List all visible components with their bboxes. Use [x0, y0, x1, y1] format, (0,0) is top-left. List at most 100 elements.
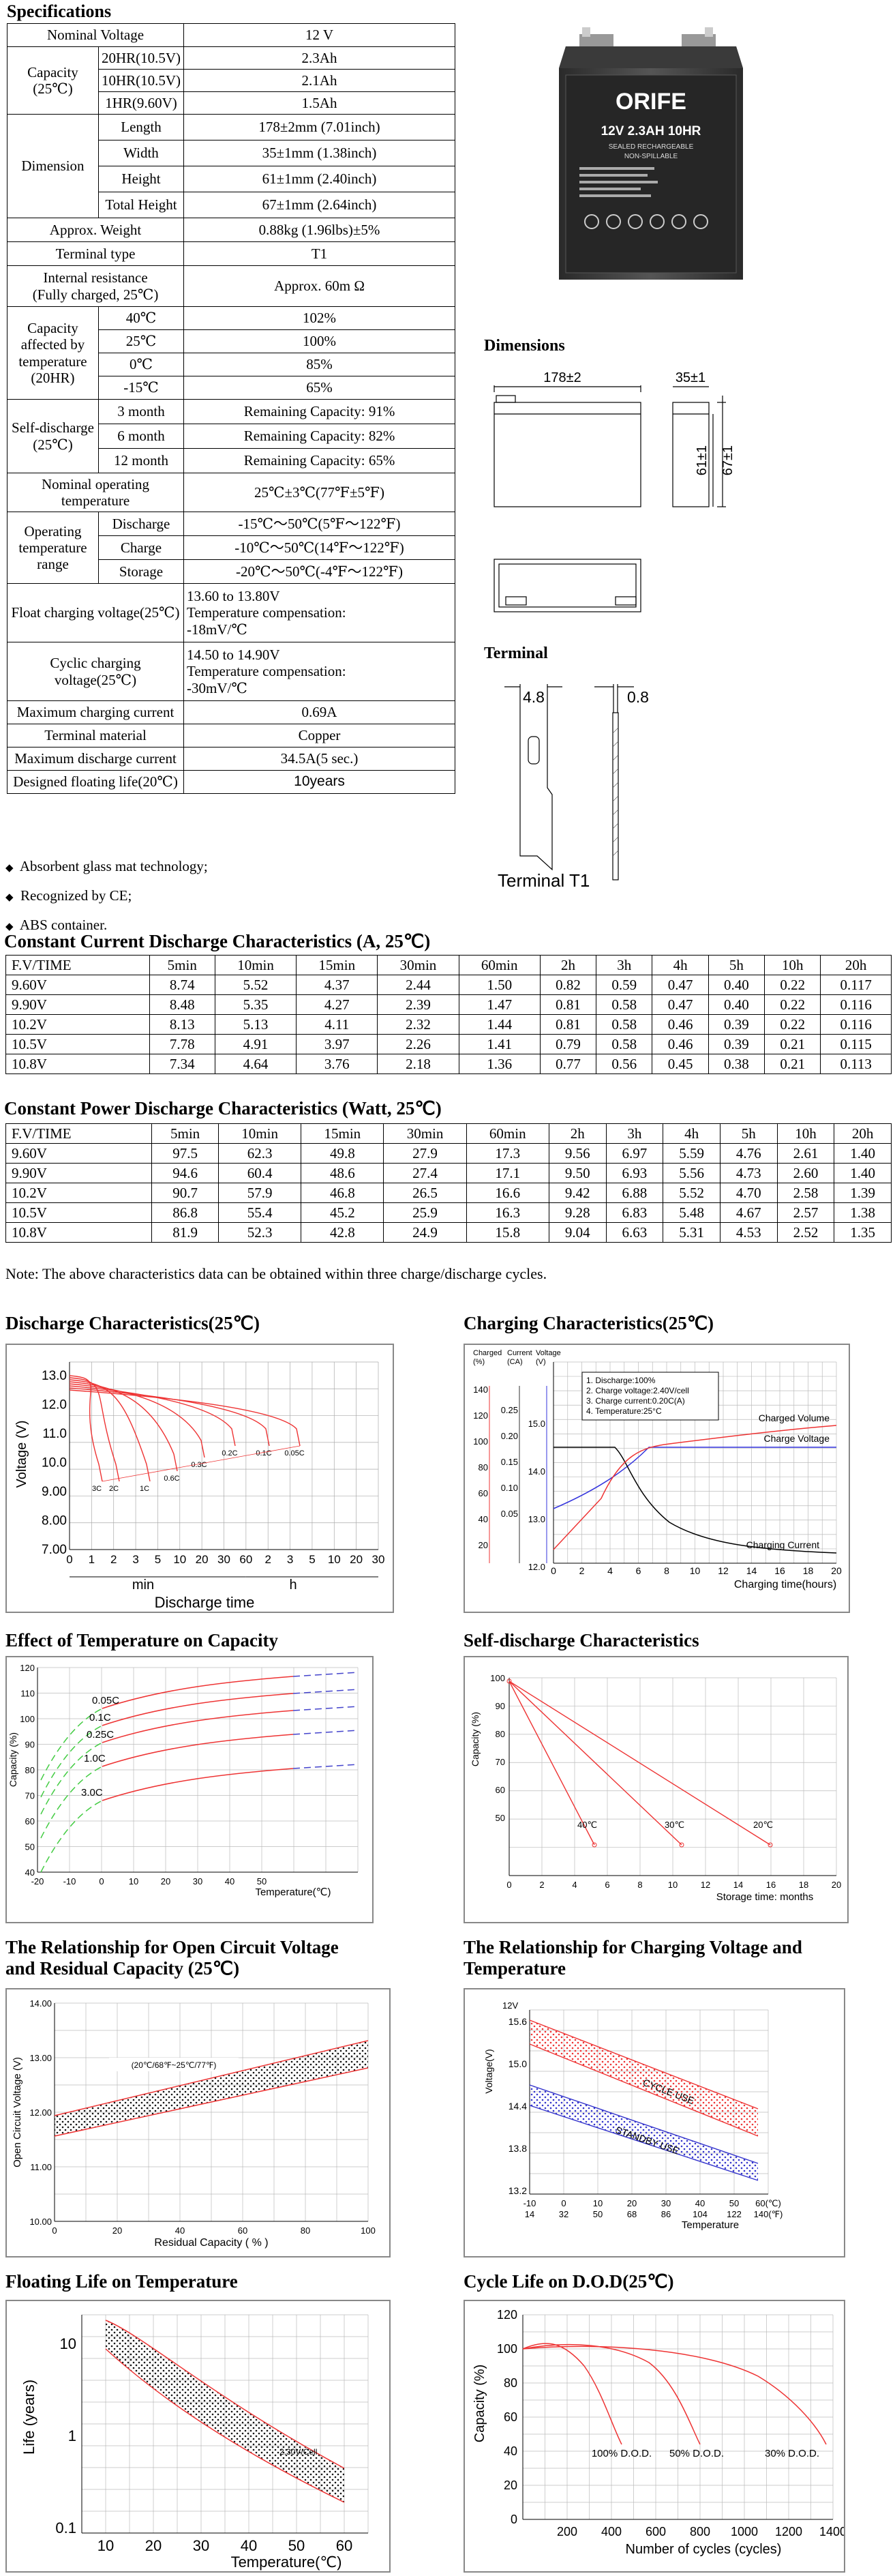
life-band — [106, 2320, 344, 2502]
cc-cell: 4.27 — [296, 994, 378, 1015]
self-discharge-chart: 100 90 80 70 60 50 0 2 4 6 8 10 12 14 16 18 20 Capacity (… — [464, 1656, 849, 1923]
cc-cell: 1.47 — [458, 994, 541, 1015]
cp-cell: 20h — [834, 1123, 892, 1144]
extrapolated-curve — [40, 1766, 103, 1839]
table-row: 10.2V 90.7 57.9 46.8 26.5 16.6 9.42 6.88 5.52 4.7… — [5, 1183, 892, 1203]
extrapolated-curve — [292, 1730, 359, 1735]
x-tick: 10 — [328, 1553, 341, 1566]
y-tick: 100 — [497, 2342, 517, 2356]
cp-cell: 57.9 — [218, 1183, 302, 1203]
discharge-curve — [69, 1379, 151, 1482]
cc-cell: 0.59 — [596, 975, 653, 995]
x-tick: 60 — [336, 2537, 352, 2554]
cp-cell: 10.5V — [5, 1202, 153, 1223]
volt-tick: 14.0 — [528, 1466, 545, 1477]
cp-cell: 1.40 — [834, 1163, 892, 1183]
x-tick: 12 — [701, 1880, 710, 1890]
cc-cell: 5.35 — [214, 994, 297, 1015]
cp-cell: 4.76 — [719, 1143, 778, 1164]
cc-cell: 60min — [458, 955, 541, 975]
cp-cell: 60min — [466, 1123, 549, 1144]
col3-unit: (V) — [536, 1358, 546, 1366]
x-tick: 2 — [110, 1553, 117, 1566]
battery-line2: SEALED RECHARGEABLE — [609, 143, 694, 151]
cp-cell: 1.39 — [834, 1183, 892, 1203]
dim-width: 35±1 — [676, 370, 706, 385]
x-tick: 50 — [288, 2537, 305, 2554]
charge-voltage-chart: 12V 15.6 15.0 14.4 13.8 13.2 -10 0 10 20 30 40 50 60(… — [464, 1988, 845, 2257]
y-tick: 14.4 — [509, 2101, 527, 2112]
battery-line3: NON-SPILLABLE — [624, 153, 678, 160]
discharge-curve — [69, 1375, 103, 1482]
curve-label: 3C — [92, 1485, 102, 1493]
capacity-curve — [102, 1676, 294, 1709]
cp-cell: 30min — [383, 1123, 467, 1144]
x-tick: 8 — [664, 1565, 669, 1576]
x-tick: 1400 — [819, 2525, 844, 2538]
cp-cell: 6.63 — [605, 1222, 664, 1243]
y-tick: 90 — [25, 1740, 35, 1750]
cc-cell: 5h — [708, 955, 765, 975]
cc-cell: 0.40 — [708, 994, 765, 1015]
spec-title: Specifications — [7, 1, 112, 21]
cp-cell: 17.3 — [466, 1143, 549, 1164]
cp-cell: 2.52 — [776, 1222, 835, 1243]
x-unit-min: min — [132, 1578, 154, 1593]
y-tick: 60 — [25, 1816, 35, 1826]
x-tick: -20 — [31, 1876, 44, 1886]
cp-cell: 9.04 — [548, 1222, 607, 1243]
cp-cell: 24.9 — [383, 1222, 467, 1243]
x-tick: -10 — [63, 1876, 76, 1886]
x-tick: 30 — [217, 1553, 230, 1566]
y-axis-label: Voltage(V) — [483, 2049, 494, 2093]
pct-tick: 40 — [479, 1514, 488, 1524]
curve-label: 0.2C — [222, 1449, 237, 1457]
pct-tick: 100 — [473, 1436, 488, 1447]
self-discharge-line — [509, 1681, 595, 1846]
cp-cell: 94.6 — [151, 1163, 219, 1183]
cp-cell: 3h — [605, 1123, 664, 1144]
feature-item: ◆ Absorbent glass mat technology; — [5, 858, 208, 874]
ocv-chart-title: The Relationship for Open Circuit Voltag… — [5, 1937, 339, 1979]
ca-tick: 0.15 — [501, 1457, 518, 1467]
capacity-curve — [102, 1710, 294, 1743]
cp-cell: 9.50 — [548, 1163, 607, 1183]
dimensions-title: Dimensions — [484, 337, 565, 355]
charged-volume-line — [553, 1425, 837, 1550]
cc-cell: 0.117 — [820, 975, 892, 995]
x-tick: 18 — [803, 1565, 814, 1576]
legend-item: 1. Discharge:100% — [586, 1376, 656, 1385]
y-axis-label: Capacity (%) — [7, 1732, 18, 1787]
y-tick: 11.00 — [30, 2162, 52, 2172]
x-tick: 2 — [264, 1553, 271, 1566]
x-axis-label: Discharge time — [155, 1594, 255, 1611]
x-tick: 2 — [579, 1565, 585, 1576]
cycle-life-chart: 120 100 80 60 40 20 0 200 400 600 800 1000 1200 1400 C… — [464, 2300, 847, 2573]
y-tick: 7.00 — [42, 1543, 67, 1557]
y-tick: 9.00 — [42, 1485, 67, 1499]
cc-cell: 9.60V — [5, 975, 150, 995]
dod100-curve — [522, 2343, 622, 2445]
x-tick: 1000 — [731, 2525, 758, 2538]
battery-model: 12V 2.3AH 10HR — [601, 124, 701, 138]
selfdis-chart-title: Self-discharge Characteristics — [464, 1630, 699, 1650]
cp-cell: 10h — [776, 1123, 835, 1144]
cc-cell: 20h — [820, 955, 892, 975]
cp-cell: 15.8 — [466, 1222, 549, 1243]
band-upper — [54, 2040, 369, 2116]
x-tick-f: 86 — [661, 2209, 671, 2219]
extrapolated-curve — [40, 1708, 103, 1781]
legend-item: 2. Charge voltage:2.40V/cell — [586, 1386, 689, 1395]
curve-label: 0.6C — [164, 1475, 179, 1483]
y-tick: 20 — [504, 2478, 517, 2492]
y-tick: 1 — [68, 2427, 76, 2444]
cc-cell: 10.8V — [5, 1054, 150, 1074]
cc-cell: 0.79 — [539, 1034, 597, 1054]
table-row: 9.90V 94.6 60.4 48.6 27.4 17.1 9.50 6.93 5.56 4.7… — [5, 1163, 892, 1183]
x-unit-h: h — [289, 1578, 297, 1593]
cp-cell: 2h — [548, 1123, 607, 1144]
cc-cell: 2.18 — [377, 1054, 459, 1074]
cp-cell: 81.9 — [151, 1222, 219, 1243]
y-tick: 70 — [25, 1791, 35, 1801]
terminal-w2: 0.8 — [627, 688, 649, 706]
